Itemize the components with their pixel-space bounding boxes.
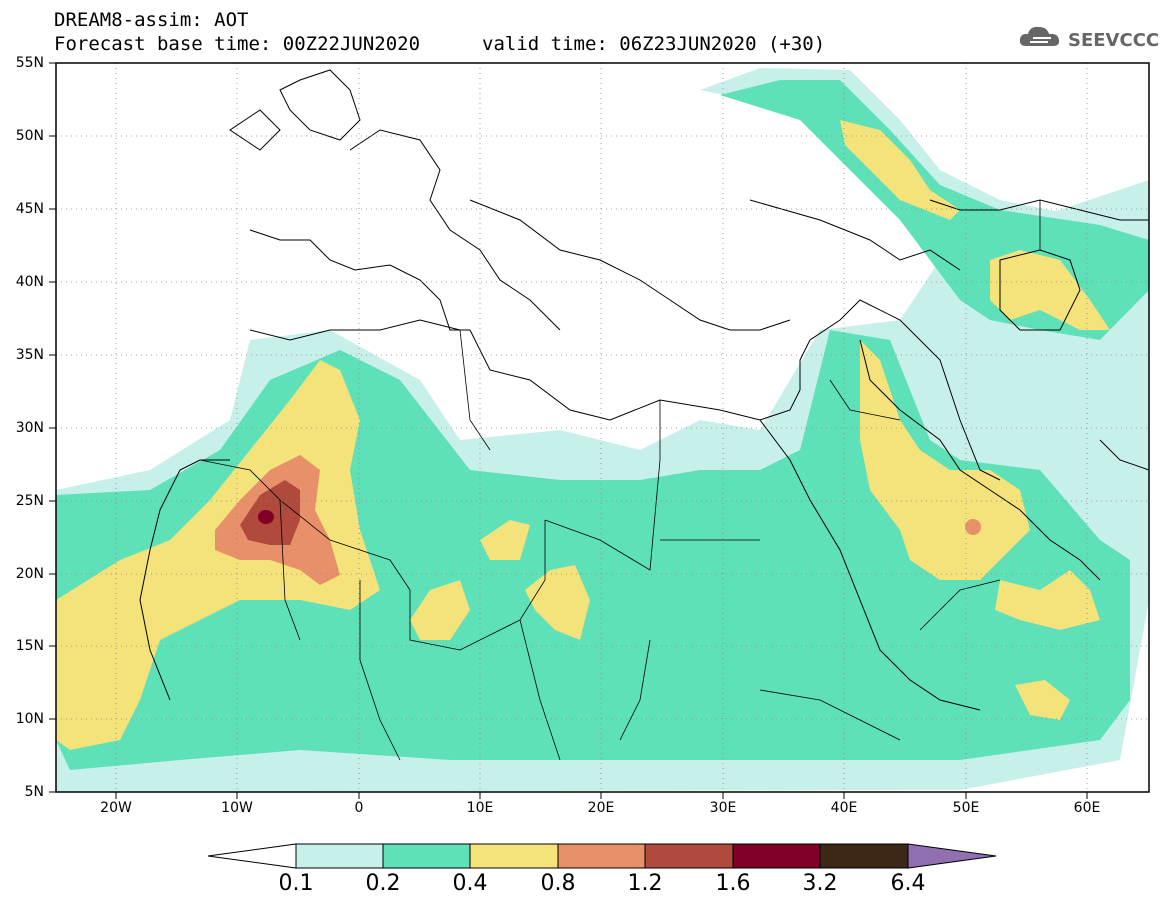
colorbar-label: 3.2 (802, 871, 838, 896)
forecast-base-time: Forecast base time: 00Z22JUN2020 (54, 33, 421, 55)
lat-label: 30N (15, 420, 44, 436)
aot-0.4-region (860, 340, 1030, 580)
colorbar-swatch (295, 843, 384, 869)
lat-label: 10N (15, 711, 44, 727)
aot-0.4-region (410, 580, 470, 640)
aot-0.8-region (965, 519, 981, 535)
lon-label: 10W (221, 800, 253, 816)
aot-0.4-region (1015, 680, 1070, 720)
lat-label: 40N (15, 274, 44, 290)
lon-label: 20W (100, 800, 132, 816)
aot-0.4-region (995, 570, 1100, 630)
colorbar-low-arrow (207, 843, 297, 869)
colorbar-label: 0.8 (540, 871, 576, 896)
colorbar-label: 1.2 (627, 871, 663, 896)
country-borders (199, 200, 1041, 761)
aot-0.4-region (525, 565, 590, 640)
colorbar-label: 0.2 (365, 871, 401, 896)
seevccc-logo: SEEVCCC (1018, 22, 1159, 56)
aot-field (56, 68, 1149, 792)
colorbar-swatch (557, 843, 646, 869)
lon-label: 10E (466, 800, 494, 816)
lon-label: 60E (1073, 800, 1101, 816)
lat-label: 35N (15, 347, 44, 363)
aot-0.4-region (480, 520, 530, 560)
valid-time: valid time: 06Z23JUN2020 (+30) (482, 33, 826, 55)
aot-0.4-region (990, 250, 1110, 330)
lat-label: 15N (15, 638, 44, 654)
colorbar-swatch (469, 843, 559, 869)
cloud-icon (1019, 26, 1060, 46)
graticule (56, 63, 1149, 792)
product-title: DREAM8-assim: AOT (54, 9, 249, 31)
lat-label: 25N (15, 493, 44, 509)
coastlines (139, 69, 1149, 711)
colorbar-label: 1.6 (715, 871, 751, 896)
colorbar-high-arrow (907, 843, 997, 869)
colorbar-swatch (644, 843, 734, 869)
aot-0.4-region (840, 120, 960, 220)
colorbar-swatch (382, 843, 471, 869)
lat-label: 5N (24, 784, 44, 800)
axis-ticks (49, 62, 1088, 799)
lat-label: 20N (15, 566, 44, 582)
colorbar-swatch (819, 843, 909, 869)
lon-label: 40E (830, 800, 858, 816)
colorbar-label: 6.4 (890, 871, 926, 896)
lon-label: 50E (952, 800, 980, 816)
logo-text: SEEVCCC (1068, 30, 1160, 51)
lon-label: 30E (709, 800, 737, 816)
colorbar (207, 843, 997, 869)
colorbar-swatch (732, 843, 821, 869)
aot-1.6-region (258, 510, 274, 524)
lat-label: 55N (15, 55, 44, 71)
colorbar-label: 0.4 (452, 871, 488, 896)
colorbar-label: 0.1 (278, 871, 314, 896)
lon-label: 0 (354, 800, 364, 816)
lat-label: 45N (15, 201, 44, 217)
lon-label: 20E (587, 800, 615, 816)
lat-label: 50N (15, 128, 44, 144)
